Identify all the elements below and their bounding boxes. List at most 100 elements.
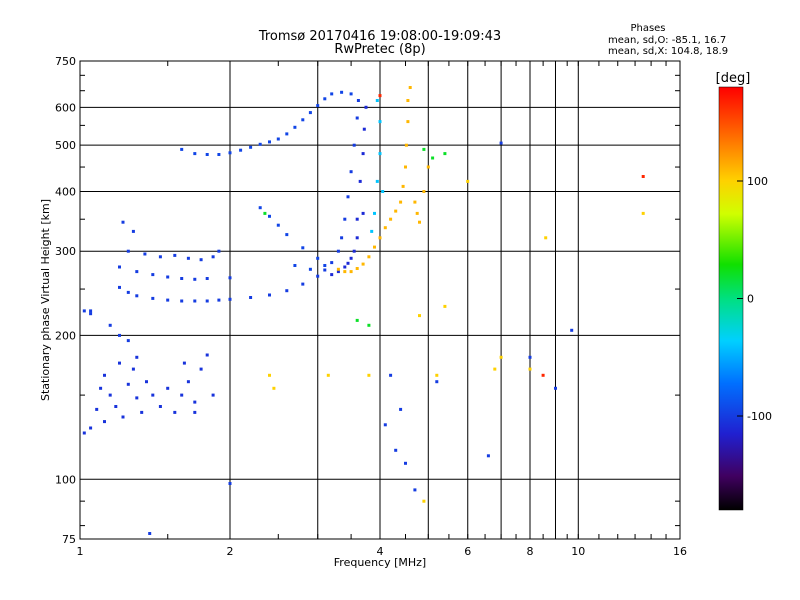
data-point bbox=[399, 200, 403, 204]
data-point bbox=[186, 380, 190, 384]
data-point bbox=[89, 309, 93, 313]
data-point bbox=[193, 410, 197, 414]
data-point bbox=[121, 220, 125, 224]
data-point bbox=[323, 268, 327, 272]
data-point bbox=[143, 252, 147, 256]
data-point bbox=[378, 94, 382, 98]
data-point bbox=[108, 393, 112, 397]
data-point bbox=[330, 92, 334, 96]
data-point bbox=[346, 195, 350, 199]
data-point bbox=[316, 256, 320, 260]
data-point bbox=[118, 361, 121, 365]
data-point bbox=[375, 179, 379, 183]
data-point bbox=[118, 285, 121, 289]
data-point bbox=[308, 111, 312, 115]
data-point bbox=[370, 229, 374, 233]
x-tick-label: 10 bbox=[571, 545, 585, 558]
data-point bbox=[361, 262, 365, 266]
x-tick-label: 6 bbox=[464, 545, 471, 558]
data-point bbox=[401, 184, 405, 188]
data-point bbox=[205, 299, 209, 303]
data-point bbox=[355, 267, 359, 270]
data-point bbox=[217, 153, 221, 156]
data-point bbox=[193, 400, 197, 404]
data-point bbox=[126, 339, 130, 343]
data-point bbox=[193, 299, 197, 303]
data-point bbox=[356, 99, 360, 102]
data-point bbox=[173, 410, 177, 414]
y-axis-label: Stationary phase Virtual Height [km] bbox=[39, 199, 52, 401]
data-point bbox=[435, 373, 439, 377]
data-point bbox=[82, 309, 86, 313]
data-point bbox=[349, 92, 353, 96]
data-point bbox=[422, 147, 426, 151]
data-point bbox=[528, 355, 532, 359]
colorbar-tick-label: -100 bbox=[747, 410, 772, 423]
data-point bbox=[118, 265, 121, 269]
data-point bbox=[367, 373, 371, 377]
data-point bbox=[466, 179, 470, 183]
colorbar-label: [deg] bbox=[716, 71, 751, 86]
data-point bbox=[367, 323, 371, 327]
data-point bbox=[422, 190, 426, 193]
data-point bbox=[361, 152, 365, 156]
data-point bbox=[346, 261, 350, 265]
x-axis: 1 2 4 6 8 10 16 bbox=[77, 61, 687, 558]
data-point bbox=[239, 148, 243, 152]
data-point bbox=[404, 143, 408, 147]
data-point bbox=[404, 461, 407, 465]
y-tick-label: 75 bbox=[62, 533, 76, 546]
data-point bbox=[336, 249, 340, 253]
data-point bbox=[408, 86, 412, 89]
data-point bbox=[367, 255, 371, 259]
data-point bbox=[415, 211, 419, 215]
data-point bbox=[285, 132, 289, 136]
data-point bbox=[135, 355, 139, 359]
data-point bbox=[126, 249, 130, 253]
data-point bbox=[285, 233, 289, 237]
data-point bbox=[205, 277, 209, 280]
data-point bbox=[364, 105, 368, 109]
data-point bbox=[352, 143, 356, 147]
data-point bbox=[431, 156, 435, 160]
data-point bbox=[435, 380, 439, 384]
data-point bbox=[217, 298, 221, 302]
data-point bbox=[121, 415, 125, 419]
data-point bbox=[641, 175, 645, 178]
data-point bbox=[355, 318, 359, 322]
data-point bbox=[249, 296, 253, 299]
data-point bbox=[193, 152, 197, 156]
data-point bbox=[301, 118, 305, 122]
data-point bbox=[316, 104, 320, 108]
data-point bbox=[375, 99, 379, 102]
data-point bbox=[82, 431, 86, 435]
y-tick-label: 200 bbox=[55, 329, 76, 342]
data-point bbox=[422, 499, 426, 503]
data-point bbox=[336, 270, 340, 274]
data-point bbox=[426, 165, 430, 169]
data-point bbox=[378, 120, 382, 124]
data-point bbox=[268, 214, 271, 218]
data-point bbox=[158, 405, 162, 408]
data-point bbox=[308, 267, 312, 271]
data-point bbox=[340, 236, 344, 240]
data-point bbox=[330, 261, 334, 265]
data-point bbox=[413, 200, 417, 204]
data-point bbox=[228, 297, 232, 301]
data-point bbox=[340, 90, 344, 94]
data-point bbox=[272, 386, 276, 390]
data-point bbox=[383, 423, 387, 427]
data-point bbox=[373, 245, 376, 249]
data-point bbox=[493, 367, 497, 371]
data-point bbox=[166, 275, 170, 279]
data-point bbox=[186, 256, 190, 260]
x-tick-label: 8 bbox=[527, 545, 534, 558]
data-point bbox=[528, 367, 532, 371]
data-point bbox=[258, 142, 262, 146]
colorbar-ticks: 100 0 -100 bbox=[737, 175, 772, 423]
data-point bbox=[211, 255, 215, 259]
data-point bbox=[541, 373, 545, 377]
x-tick-label: 2 bbox=[227, 545, 234, 558]
x-tick-label: 1 bbox=[77, 545, 84, 558]
